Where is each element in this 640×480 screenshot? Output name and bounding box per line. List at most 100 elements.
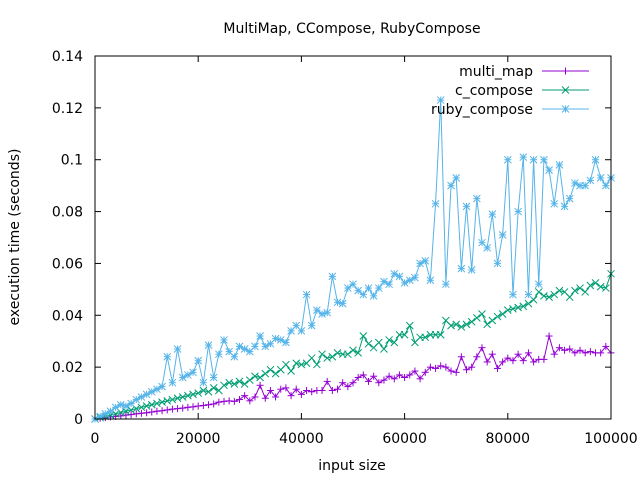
data-point-c_compose [400, 330, 409, 339]
data-point-multi_map [297, 390, 305, 398]
data-point-c_compose [323, 354, 332, 362]
data-point-ruby_compose [158, 382, 166, 391]
data-point-multi_map [230, 397, 238, 405]
data-point-multi_map [210, 400, 218, 408]
data-point-c_compose [142, 402, 151, 410]
data-point-c_compose [240, 380, 249, 388]
data-point-c_compose [307, 354, 316, 362]
data-point-multi_map [225, 397, 233, 405]
y-tick-label: 0.1 [61, 153, 83, 169]
data-point-ruby_compose [209, 373, 218, 382]
data-point-c_compose [163, 396, 172, 405]
data-point-ruby_compose [529, 155, 538, 164]
data-point-ruby_compose [503, 155, 512, 164]
data-point-c_compose [313, 360, 321, 369]
data-point-multi_map [432, 364, 440, 372]
data-point-c_compose [436, 330, 445, 339]
data-point-multi_map [308, 388, 316, 396]
data-point-multi_map [303, 386, 311, 394]
data-point-multi_map [148, 408, 156, 416]
data-point-ruby_compose [251, 342, 259, 351]
data-point-c_compose [349, 346, 357, 355]
data-point-c_compose [333, 349, 342, 357]
data-point-c_compose [380, 345, 388, 353]
data-point-ruby_compose [359, 290, 368, 299]
data-point-c_compose [390, 338, 399, 347]
data-point-multi_map [215, 398, 223, 406]
data-point-multi_map [463, 366, 471, 374]
legend-label-c_compose: c_compose [455, 83, 533, 99]
data-point-c_compose [158, 398, 166, 406]
data-point-c_compose [545, 293, 553, 301]
data-point-ruby_compose [431, 199, 440, 208]
data-point-c_compose [452, 320, 461, 329]
data-point-c_compose [168, 395, 177, 404]
data-point-multi_map [524, 349, 532, 357]
data-point-multi_map [385, 372, 393, 380]
data-point-multi_map [256, 381, 264, 389]
data-point-ruby_compose [374, 284, 383, 292]
legend-marker-c_compose [561, 86, 570, 94]
data-point-c_compose [137, 403, 146, 412]
data-point-multi_map [339, 379, 347, 387]
data-point-ruby_compose [194, 356, 203, 365]
data-point-ruby_compose [442, 280, 450, 289]
x-tick-label: 0 [91, 431, 100, 447]
data-point-multi_map [530, 358, 538, 366]
data-point-c_compose [565, 293, 574, 301]
data-point-c_compose [225, 378, 234, 387]
data-point-multi_map [318, 386, 326, 394]
data-point-c_compose [591, 279, 600, 287]
data-point-multi_map [205, 401, 213, 409]
data-point-ruby_compose [369, 291, 378, 300]
y-axis-label: execution time (seconds) [7, 149, 23, 326]
data-point-multi_map [277, 385, 285, 393]
data-point-multi_map [132, 410, 140, 418]
data-point-multi_map [194, 402, 202, 410]
data-point-multi_map [406, 371, 414, 379]
plot-frame [94, 55, 612, 420]
data-point-multi_map [468, 363, 476, 371]
data-point-c_compose [153, 399, 161, 408]
data-point-ruby_compose [343, 284, 352, 292]
data-point-c_compose [514, 303, 522, 312]
data-point-multi_map [478, 344, 486, 352]
data-point-c_compose [220, 381, 228, 390]
data-point-multi_map [266, 386, 274, 394]
data-point-multi_map [370, 372, 378, 380]
data-point-c_compose [297, 360, 306, 369]
data-point-c_compose [462, 320, 471, 329]
data-point-multi_map [189, 403, 197, 411]
data-point-multi_map [586, 348, 594, 356]
data-point-multi_map [137, 409, 145, 417]
data-point-ruby_compose [385, 280, 393, 289]
data-point-multi_map [261, 394, 269, 402]
data-point-c_compose [245, 376, 254, 384]
data-point-multi_map [272, 393, 280, 401]
data-point-multi_map [323, 377, 331, 385]
data-point-multi_map [473, 353, 481, 361]
data-point-c_compose [364, 339, 373, 348]
data-point-ruby_compose [168, 378, 177, 387]
data-point-ruby_compose [472, 194, 481, 203]
data-point-ruby_compose [364, 284, 373, 292]
data-point-multi_map [576, 346, 584, 354]
data-point-c_compose [555, 286, 564, 295]
data-point-multi_map [282, 384, 290, 392]
data-point-ruby_compose [452, 174, 461, 182]
data-point-multi_map [328, 386, 336, 394]
data-point-c_compose [596, 282, 605, 291]
data-point-ruby_compose [137, 393, 146, 401]
x-tick-label: 60000 [382, 431, 427, 447]
data-point-ruby_compose [534, 280, 543, 289]
data-point-ruby_compose [318, 310, 326, 318]
data-point-c_compose [405, 321, 414, 330]
data-point-c_compose [287, 367, 295, 375]
legend-label-multi_map: multi_map [459, 64, 533, 80]
data-point-multi_map [163, 406, 171, 414]
data-point-ruby_compose [256, 332, 264, 340]
y-tick-label: 0.02 [52, 360, 83, 376]
data-point-multi_map [153, 407, 161, 415]
y-tick-label: 0.08 [52, 205, 83, 221]
data-point-c_compose [184, 391, 192, 400]
